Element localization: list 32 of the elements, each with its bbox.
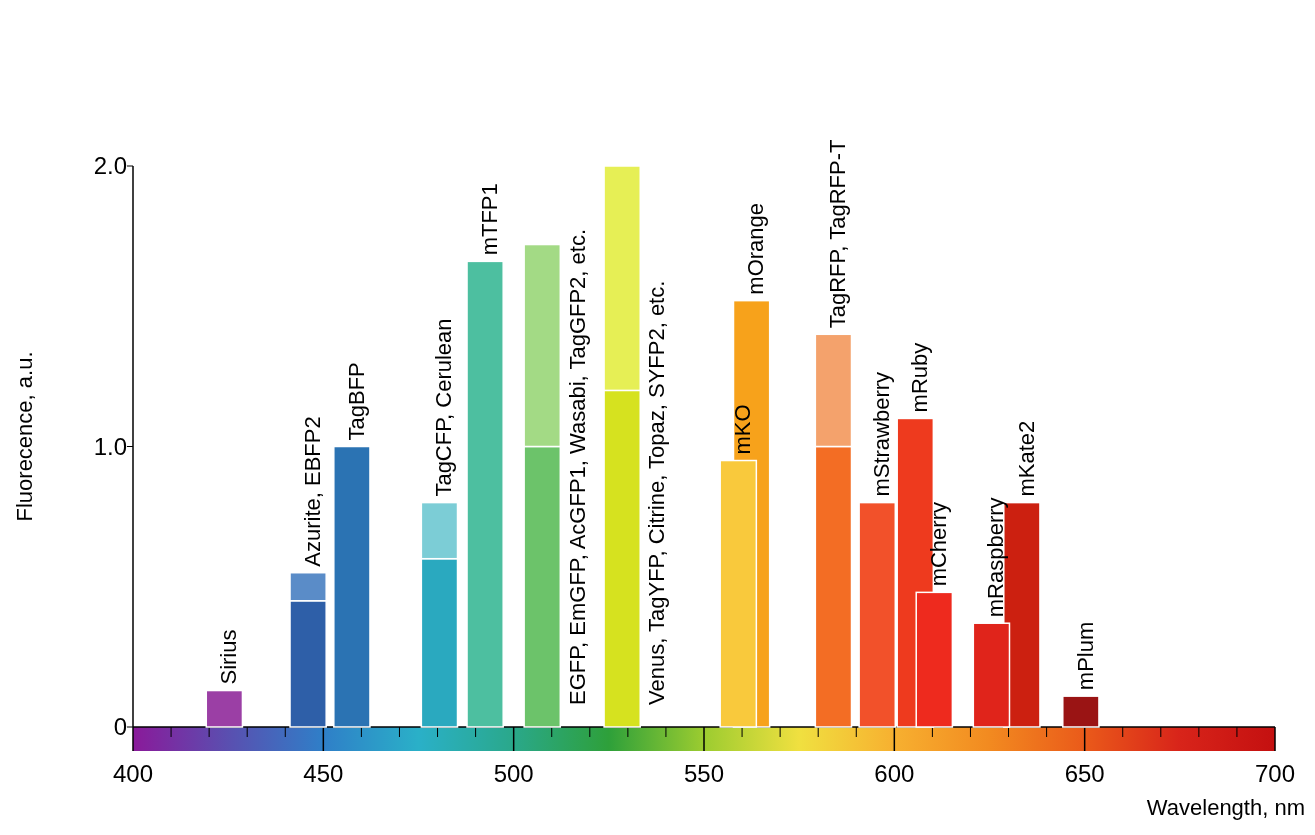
annotation: Azurite, EBFP2 (299, 416, 325, 567)
annotation: mRaspberry (983, 497, 1009, 618)
y-tick-label: 0 (113, 713, 127, 741)
annotation: mKate2 (1013, 420, 1039, 497)
x-tick-label: 650 (1064, 760, 1105, 787)
x-tick-label: 450 (303, 760, 344, 787)
annotation: Sirius (216, 629, 242, 685)
y-tick-label: 2.0 (93, 152, 127, 180)
annotation: mOrange (743, 202, 769, 295)
x-tick-label: 700 (1254, 760, 1296, 787)
annotation: mPlum (1072, 621, 1098, 691)
annotation: Venus, TagYFP, Citrine, Topaz, SYFP2, etc. (644, 280, 670, 705)
annotation: mTFP1 (476, 183, 502, 256)
y-tick-label: 1.0 (93, 432, 127, 460)
annotation: mRuby (906, 342, 932, 413)
annotation: TagCFP, Cerulean (431, 318, 457, 497)
bar (466, 260, 504, 728)
x-tick-label: 600 (874, 760, 915, 787)
annotation: mKO (729, 404, 755, 455)
bar (1062, 695, 1100, 728)
bar (333, 445, 371, 728)
x-axis-title: Wavelength, nm (1146, 795, 1305, 820)
annotation: EGFP, EmGFP, AcGFP1, Wasabi, TagGFP2, etc. (564, 228, 590, 705)
y-axis-title: Fluorecence, a.u. (12, 351, 37, 522)
bar (205, 689, 244, 728)
annotation: mStrawberry (868, 371, 894, 497)
annotation: mCherry (926, 502, 951, 587)
x-tick-label: 400 (112, 760, 154, 787)
x-tick-label: 550 (683, 760, 725, 787)
annotation: TagBFP (343, 362, 369, 441)
x-tick-label: 500 (493, 760, 534, 787)
annotation: TagRFP, TagRFP-T (825, 139, 851, 329)
